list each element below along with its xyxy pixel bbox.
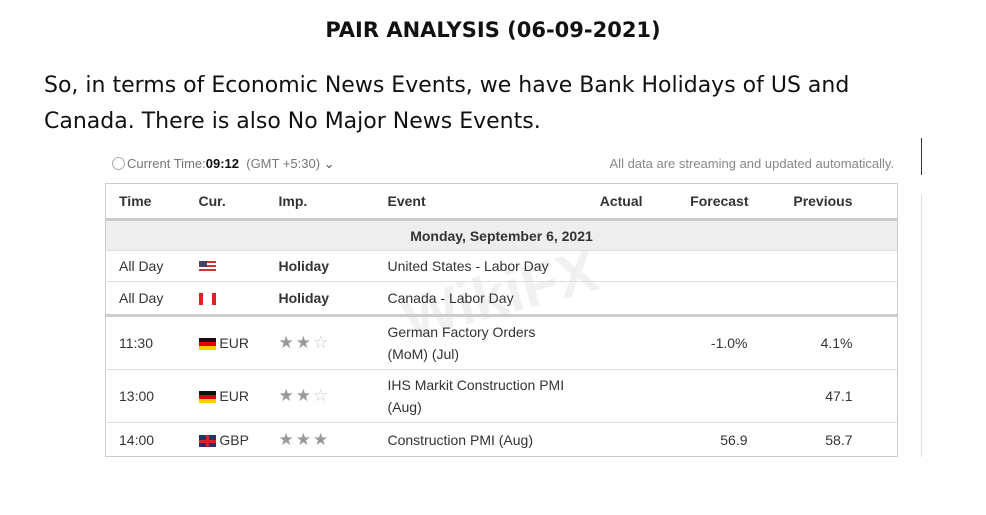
table-row[interactable]: All Day Holiday United States - Labor Da… — [105, 250, 898, 282]
flag-de-icon — [198, 338, 216, 351]
importance-stars-icon: ★★★ — [278, 429, 331, 449]
clock-icon — [112, 157, 125, 170]
timezone: (GMT +5:30) — [246, 156, 321, 171]
flag-gb-icon — [198, 434, 216, 447]
event-name[interactable]: German Factory Orders (MoM) (Jul) — [373, 315, 574, 370]
divider — [921, 138, 922, 175]
chevron-down-icon[interactable]: ⌄ — [323, 156, 335, 171]
flag-us-icon — [198, 261, 216, 274]
event-name[interactable]: IHS Markit Construction PMI (Aug) — [373, 369, 574, 423]
table-row[interactable]: 13:00 EUR ★★☆ IHS Markit Construction PM… — [105, 369, 898, 423]
table-header: Time Cur. Imp. Event Actual Forecast Pre… — [105, 183, 898, 221]
table-row[interactable]: All Day Holiday Canada - Labor Day — [105, 281, 898, 317]
flag-ca-icon — [198, 293, 216, 306]
stream-note: All data are streaming and updated autom… — [609, 156, 894, 171]
importance-stars-icon: ★★☆ — [278, 333, 331, 352]
current-time[interactable]: Current Time:09:12 (GMT +5:30) ⌄ — [112, 156, 335, 172]
flag-de-icon — [198, 391, 216, 404]
paragraph: So, in terms of Economic News Events, we… — [44, 73, 850, 134]
table-row[interactable]: 11:30 EUR ★★☆ German Factory Orders (MoM… — [105, 315, 898, 370]
table-row[interactable]: 14:00 GBP ★★★ Construction PMI (Aug) 56.… — [106, 423, 898, 457]
economic-calendar-table: Time Cur. Imp. Event Actual Forecast Pre… — [105, 183, 898, 457]
event-name[interactable]: Construction PMI (Aug) — [387, 431, 534, 448]
importance-stars-icon: ★★☆ — [278, 386, 331, 405]
date-row: Monday, September 6, 2021 — [105, 219, 898, 251]
event-name[interactable]: Canada - Labor Day — [373, 281, 574, 317]
page-title: PAIR ANALYSIS (06-09-2021) — [325, 18, 661, 42]
event-name[interactable]: United States - Labor Day — [373, 250, 574, 282]
divider — [921, 195, 922, 457]
